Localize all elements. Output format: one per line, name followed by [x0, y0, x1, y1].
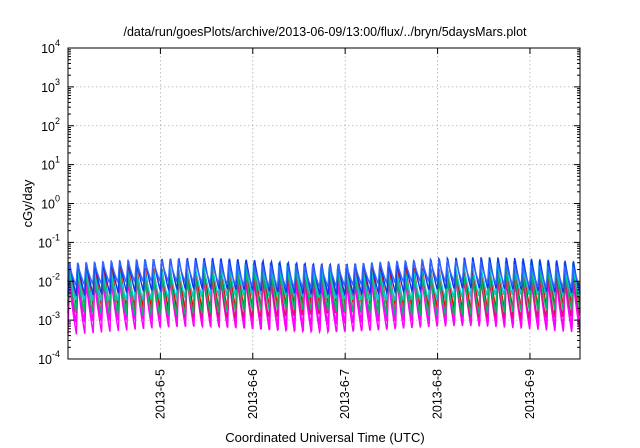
x-tick-label: 2013-6-8 — [431, 369, 445, 419]
y-tick-label: 104 — [41, 38, 60, 56]
x-tick-label: 2013-6-5 — [153, 369, 167, 419]
y-tick-label: 10-3 — [38, 310, 60, 328]
series-line — [67, 258, 581, 289]
y-tick-label: 102 — [41, 116, 60, 134]
y-tick-label: 103 — [41, 77, 60, 95]
y-axis-label: cGy/day — [20, 179, 35, 227]
x-tick-label: 2013-6-7 — [338, 369, 352, 419]
chart-title: /data/run/goesPlots/archive/2013-06-09/1… — [123, 25, 527, 39]
axis-ticks: 10-4 10-3 10-2 10-1 100 101 102 103 104 2013-6-5 2… — [38, 38, 580, 419]
series-layer — [67, 255, 581, 335]
x-tick-label: 2013-6-9 — [523, 369, 537, 419]
y-tick-label: 10-2 — [38, 271, 60, 289]
y-tick-label: 10-4 — [38, 349, 60, 367]
x-axis-label: Coordinated Universal Time (UTC) — [225, 430, 424, 445]
y-tick-label: 101 — [41, 155, 60, 173]
x-tick-label: 2013-6-6 — [246, 369, 260, 419]
y-tick-label: 10-1 — [38, 232, 60, 250]
y-tick-label: 100 — [41, 194, 60, 212]
